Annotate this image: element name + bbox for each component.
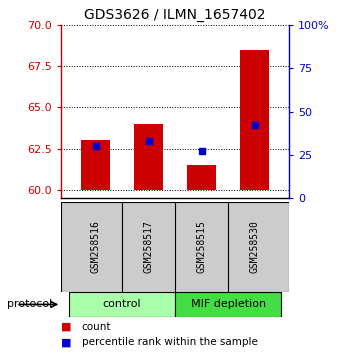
Title: GDS3626 / ILMN_1657402: GDS3626 / ILMN_1657402 <box>84 8 266 22</box>
Bar <box>175 292 281 317</box>
Text: count: count <box>82 321 111 332</box>
Bar <box>134 124 163 190</box>
Bar <box>187 165 216 190</box>
Text: protocol: protocol <box>7 299 52 309</box>
Text: ■: ■ <box>61 321 72 332</box>
Text: GSM258530: GSM258530 <box>250 221 259 273</box>
Text: percentile rank within the sample: percentile rank within the sample <box>82 337 257 348</box>
Text: GSM258516: GSM258516 <box>91 221 101 273</box>
Bar <box>240 50 269 190</box>
Text: GSM258515: GSM258515 <box>197 221 207 273</box>
Bar <box>69 292 175 317</box>
Text: ■: ■ <box>61 337 72 348</box>
Bar <box>81 141 110 190</box>
Text: MIF depletion: MIF depletion <box>190 299 266 309</box>
Text: control: control <box>103 299 141 309</box>
Text: GSM258517: GSM258517 <box>143 221 154 273</box>
